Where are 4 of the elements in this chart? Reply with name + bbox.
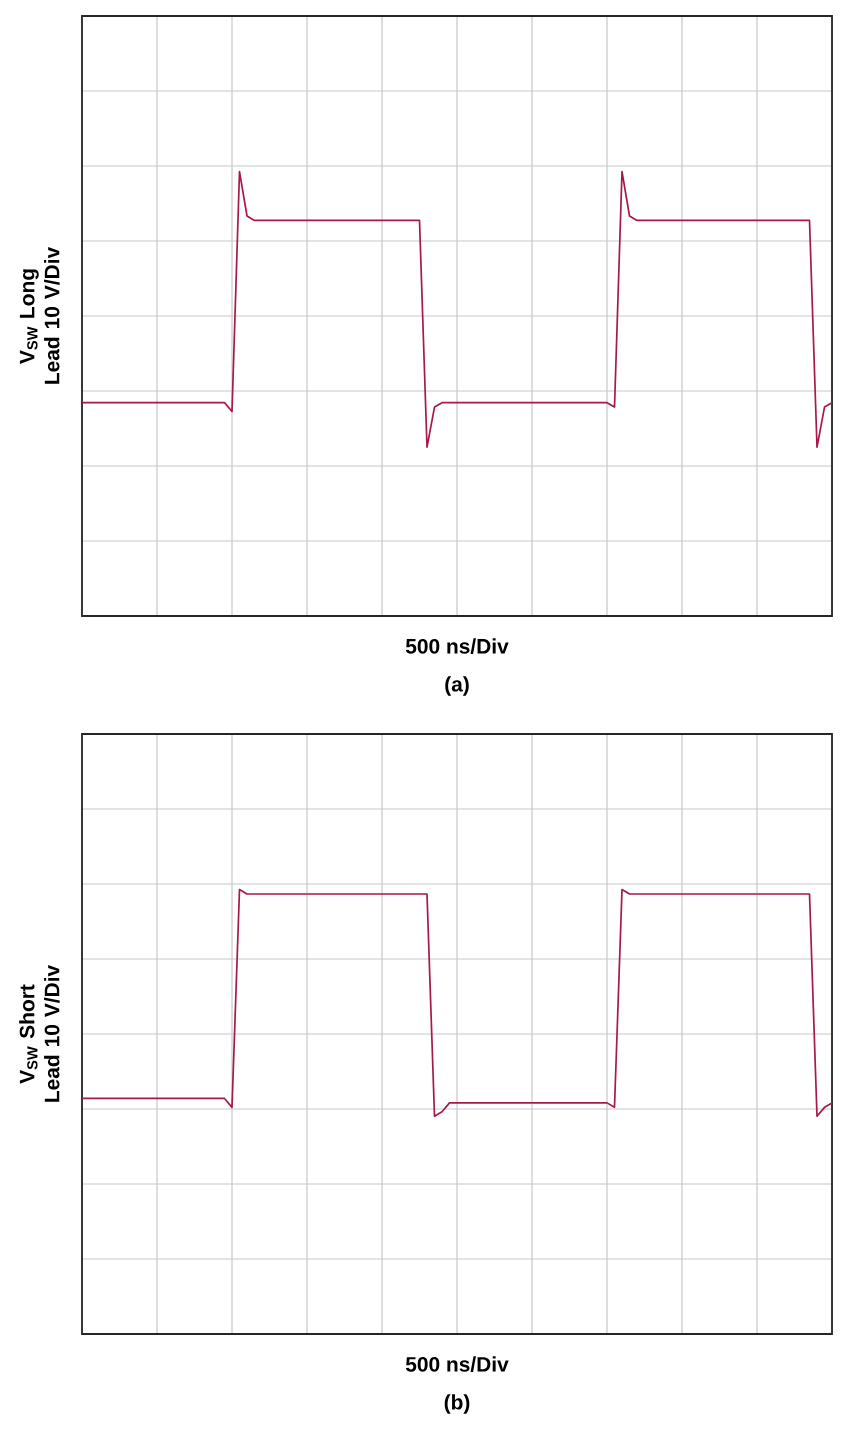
x-axis-title: 500 ns/Div (405, 638, 509, 654)
text: (a) (445, 676, 469, 696)
x-axis-title: 500 ns/Div (405, 1356, 509, 1372)
text: (b) (444, 1394, 470, 1414)
